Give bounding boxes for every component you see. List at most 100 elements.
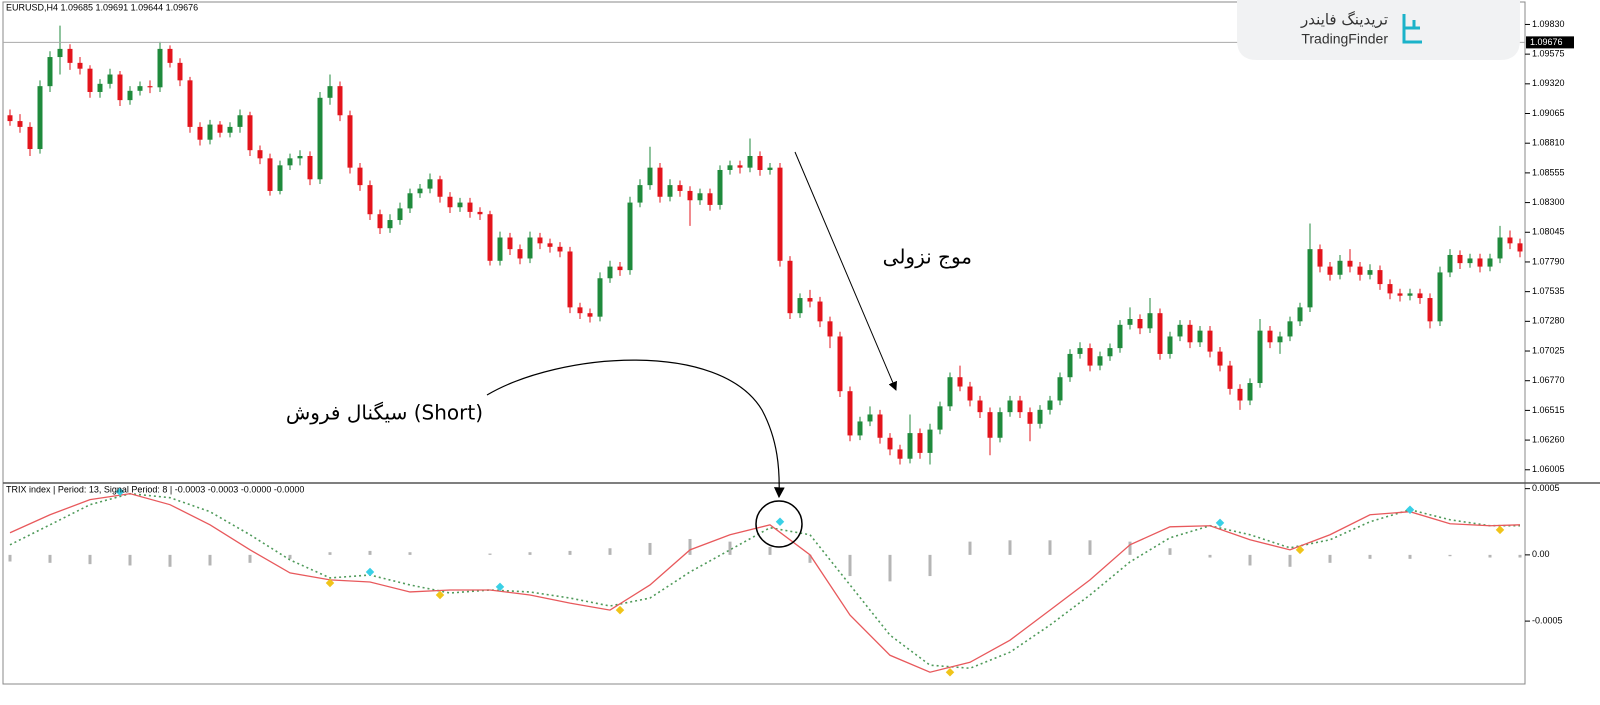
candle-body xyxy=(467,202,473,212)
candle-body xyxy=(577,307,583,314)
candle-body xyxy=(1247,383,1253,401)
candle-body xyxy=(1447,254,1453,273)
candle-body xyxy=(917,433,923,453)
candle-body xyxy=(507,237,513,250)
sell-marker xyxy=(1295,545,1305,555)
candle-body xyxy=(147,86,153,88)
y-tick-label: 0.00 xyxy=(1532,549,1550,559)
candle-body xyxy=(1177,324,1183,337)
candle-body xyxy=(27,126,33,150)
candle-body xyxy=(1377,270,1383,285)
signal-line xyxy=(9,492,1520,670)
candle-body xyxy=(157,48,163,88)
candle-body xyxy=(957,377,963,387)
candle-body xyxy=(727,165,733,170)
candle-body xyxy=(627,202,633,271)
candle-body xyxy=(1437,272,1443,322)
candle-body xyxy=(657,167,663,197)
candle-body xyxy=(817,301,823,322)
signal-circle xyxy=(755,500,803,548)
y-tick-label: 1.09320 xyxy=(1532,78,1565,88)
candle-body xyxy=(117,74,123,101)
candle-body xyxy=(607,266,613,279)
y-tick-label: 1.08555 xyxy=(1532,167,1565,177)
candle-body xyxy=(1267,330,1273,343)
candle-body xyxy=(297,156,303,159)
y-tick-label: 1.07790 xyxy=(1532,256,1565,266)
y-tick-label: 1.08300 xyxy=(1532,197,1565,207)
candle-body xyxy=(87,68,93,92)
candle-body xyxy=(1057,377,1063,401)
brand-name-fa: تریدینگ فایندر xyxy=(1300,11,1388,29)
candle-body xyxy=(1027,412,1033,424)
y-tick-label: 1.09830 xyxy=(1532,19,1565,29)
candle-body xyxy=(1417,293,1423,299)
candle-body xyxy=(777,167,783,261)
candle-body xyxy=(517,249,523,259)
candle-body xyxy=(137,86,143,91)
candle-body xyxy=(677,185,683,191)
candle-body xyxy=(757,156,763,170)
candle-body xyxy=(1017,400,1023,413)
candle-body xyxy=(697,193,703,201)
candle-body xyxy=(107,74,113,84)
candle-body xyxy=(377,214,383,229)
annotation: سیگنال فروش (Short) xyxy=(286,401,483,425)
candle-body xyxy=(347,115,353,168)
candle-body xyxy=(127,90,133,101)
candle-body xyxy=(1137,319,1143,329)
candle-body xyxy=(717,169,723,205)
candle-body xyxy=(247,115,253,151)
candle-body xyxy=(277,165,283,191)
candle-body xyxy=(1387,284,1393,294)
candle-body xyxy=(857,421,863,436)
candle-body xyxy=(1187,324,1193,343)
candle-body xyxy=(897,449,903,459)
candle-body xyxy=(787,260,793,314)
candle-body xyxy=(1157,313,1163,354)
candle-body xyxy=(1167,336,1173,354)
candle-body xyxy=(567,251,573,308)
y-tick-label: 1.07025 xyxy=(1532,345,1565,355)
sell-marker xyxy=(1495,525,1505,535)
candle-body xyxy=(37,86,43,150)
candle-body xyxy=(177,62,183,81)
candle-body xyxy=(417,188,423,194)
last-price-label: 1.09676 xyxy=(1530,37,1563,47)
candle-body xyxy=(997,412,1003,438)
arrow xyxy=(794,151,897,391)
y-tick-label: 0.0005 xyxy=(1532,483,1560,493)
candle-body xyxy=(1287,321,1293,337)
candle-body xyxy=(207,124,213,140)
candle-body xyxy=(977,400,983,413)
candle-body xyxy=(537,237,543,244)
candle-body xyxy=(797,298,803,314)
candle-body xyxy=(197,126,203,140)
y-tick-label: 1.06005 xyxy=(1532,464,1565,474)
candle-body xyxy=(597,278,603,317)
candle-body xyxy=(497,237,503,261)
candle-body xyxy=(1467,258,1473,264)
candle-body xyxy=(617,266,623,271)
candle-body xyxy=(547,243,553,247)
candle-body xyxy=(1117,324,1123,349)
candle-body xyxy=(1337,260,1343,275)
candle-body xyxy=(1307,249,1313,308)
candle-body xyxy=(1037,409,1043,424)
candle-body xyxy=(767,167,773,170)
candle-body xyxy=(57,48,63,58)
candle-body xyxy=(1367,270,1373,275)
candle-body xyxy=(587,313,593,317)
candle-body xyxy=(1357,266,1363,275)
candle-body xyxy=(167,48,173,63)
sell-marker xyxy=(435,590,445,600)
candle-body xyxy=(1317,249,1323,267)
candle-body xyxy=(747,156,753,168)
candle-body xyxy=(927,429,933,453)
y-tick-label: -0.0005 xyxy=(1532,615,1563,625)
candle-body xyxy=(447,196,453,208)
candle-body xyxy=(667,185,673,197)
candle-body xyxy=(67,48,73,63)
